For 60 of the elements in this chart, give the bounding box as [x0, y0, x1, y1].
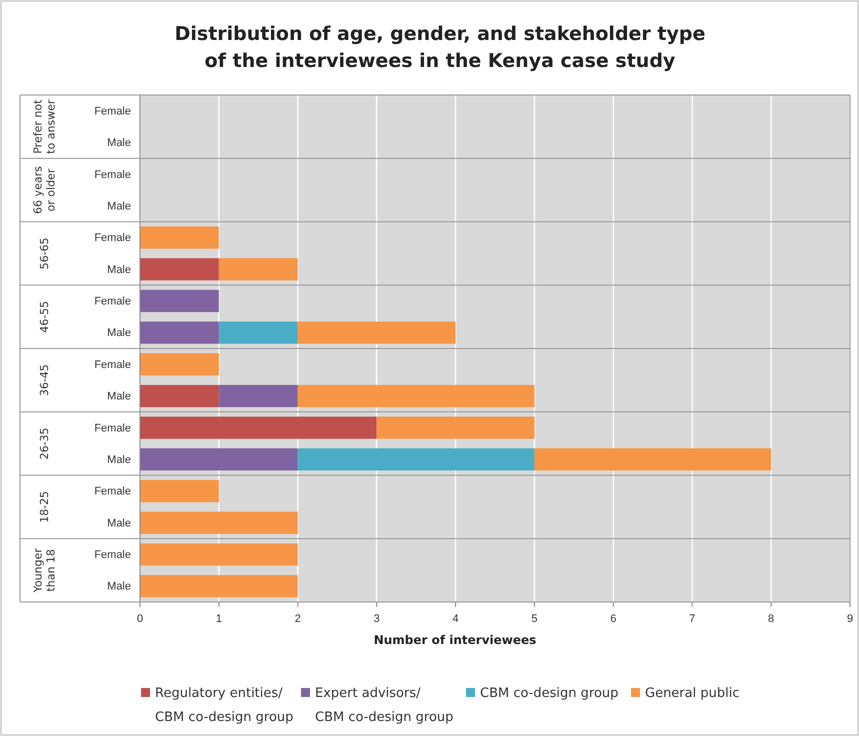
bar: [298, 384, 534, 408]
text: Younger than 18: [32, 548, 58, 594]
y-tick-label: Male: [107, 137, 131, 150]
y-tick-label: Male: [107, 264, 131, 276]
text: 46-55: [38, 300, 51, 333]
bar: [140, 258, 219, 280]
text: 18-25: [38, 490, 51, 523]
legend-label: CBM co-design group: [480, 686, 618, 701]
y-tick-label: Male: [107, 454, 131, 466]
text: 26-35: [38, 428, 51, 460]
bar: [140, 512, 298, 534]
x-tick-label: 2: [294, 613, 301, 626]
y-tick-label: Female: [94, 168, 131, 181]
bar: [140, 575, 298, 598]
x-tick-label: 3: [374, 613, 380, 626]
bar: [534, 448, 772, 470]
bar: [376, 416, 534, 439]
text: Prefer not to answer: [32, 98, 58, 154]
x-tick-label: 9: [846, 613, 854, 626]
bar: [140, 416, 377, 439]
x-tick-label: 4: [452, 613, 459, 626]
legend-label: Expert advisors/ CBM co-design group: [315, 686, 454, 725]
y-tick-label: Female: [94, 105, 131, 118]
y-tick-label: Female: [94, 295, 131, 308]
legend-label: Regulatory entities/ CBM co-design group: [155, 686, 294, 725]
y-tick-label: Female: [94, 548, 131, 561]
bar: [218, 322, 298, 344]
x-tick-label: 5: [531, 613, 538, 626]
x-tick-label: 7: [689, 613, 696, 626]
x-tick-label: 6: [610, 613, 616, 626]
chart-title: Distribution of age, gender, and stakeholder type of the interviewees in the Kenya case study: [174, 23, 706, 72]
bar: [218, 258, 298, 280]
text: 66 years or older: [32, 166, 58, 214]
bar: [140, 322, 219, 344]
bar: [140, 480, 219, 502]
y-tick-label: Male: [107, 200, 131, 212]
text: 36-45: [38, 364, 51, 396]
bar: [140, 448, 298, 470]
bar: [298, 322, 456, 344]
x-tick-label: 1: [216, 613, 222, 626]
y-tick-label: Male: [107, 327, 131, 340]
legend-label: General public: [645, 686, 740, 701]
y-tick-label: Male: [107, 580, 131, 593]
x-tick-label: 0: [136, 613, 144, 626]
bar: [140, 290, 219, 312]
x-axis-title: Number of interviewees: [374, 633, 536, 647]
y-tick-label: Female: [94, 486, 131, 498]
bar: [218, 384, 298, 408]
y-tick-label: Male: [107, 390, 131, 403]
bar: [298, 448, 534, 470]
y-tick-label: Female: [94, 232, 131, 244]
bar: [140, 384, 219, 408]
y-tick-label: Female: [94, 358, 131, 371]
bar: [140, 353, 219, 376]
y-tick-label: Male: [107, 517, 131, 530]
bar: [140, 543, 298, 566]
bar: [140, 226, 219, 249]
text: 56-65: [38, 237, 51, 270]
x-tick-label: 8: [768, 613, 774, 626]
y-tick-label: Female: [94, 422, 131, 434]
